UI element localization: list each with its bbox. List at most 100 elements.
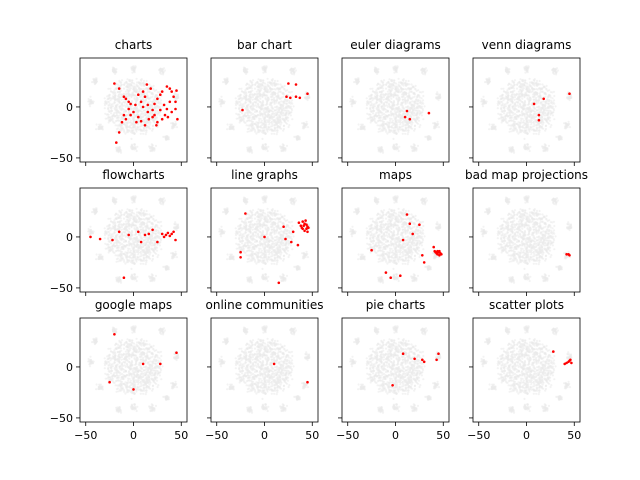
background-point	[270, 95, 273, 98]
background-point	[372, 110, 375, 113]
background-point	[376, 94, 379, 97]
background-point	[248, 100, 252, 103]
background-point	[282, 124, 286, 127]
background-point	[160, 224, 163, 228]
background-point	[261, 81, 264, 84]
background-point	[92, 100, 95, 103]
background-point	[285, 111, 288, 114]
background-point	[386, 93, 389, 96]
background-point	[548, 119, 552, 122]
background-point	[154, 99, 157, 102]
background-point	[402, 84, 405, 87]
highlight-point	[306, 92, 309, 95]
background-point	[437, 126, 441, 129]
background-point	[111, 117, 114, 121]
background-point	[410, 111, 413, 114]
background-point	[238, 100, 241, 103]
background-point	[395, 82, 398, 85]
background-point	[413, 114, 416, 117]
background-point	[525, 125, 528, 128]
background-point	[541, 107, 544, 110]
background-point	[144, 133, 147, 136]
background-point	[240, 99, 243, 102]
background-point	[121, 117, 125, 120]
background-point	[142, 109, 146, 112]
background-point	[261, 137, 264, 140]
background-point	[540, 97, 543, 100]
background-point	[292, 105, 295, 108]
background-point	[267, 125, 270, 128]
background-point	[525, 108, 529, 111]
background-point	[157, 111, 160, 114]
background-point	[529, 113, 533, 117]
background-point	[558, 138, 561, 142]
background-point	[134, 67, 137, 70]
background-point	[275, 133, 278, 136]
background-point	[508, 130, 511, 133]
background-point	[388, 129, 391, 132]
background-point	[402, 78, 405, 81]
background-point	[146, 125, 149, 128]
background-point	[436, 91, 439, 94]
background-point	[519, 103, 522, 106]
background-point	[273, 109, 277, 112]
background-point	[416, 111, 419, 114]
background-point	[407, 107, 410, 111]
background-point	[238, 87, 241, 90]
background-point	[412, 105, 416, 108]
background-point	[529, 98, 532, 101]
background-point	[361, 123, 364, 126]
highlight-point	[127, 100, 130, 104]
background-point	[543, 117, 546, 120]
background-point	[540, 122, 543, 125]
background-point	[110, 104, 113, 107]
highlight-point	[162, 103, 166, 107]
background-point	[293, 135, 296, 138]
panel-flowcharts: flowcharts−500	[50, 168, 188, 296]
background-point	[245, 87, 248, 90]
background-point	[242, 117, 245, 121]
background-point	[247, 116, 250, 119]
background-point	[532, 95, 535, 98]
background-point	[267, 98, 270, 101]
background-point	[531, 125, 535, 128]
background-point	[284, 120, 287, 123]
highlight-point	[117, 131, 121, 134]
background-point	[513, 94, 516, 97]
background-point	[254, 114, 257, 118]
background-point	[128, 78, 131, 81]
background-point	[401, 132, 404, 135]
background-point	[404, 79, 408, 82]
background-point	[116, 146, 119, 149]
background-point	[139, 128, 142, 131]
background-point	[511, 79, 514, 82]
background-point	[238, 113, 241, 116]
background-point	[513, 103, 517, 106]
background-point	[392, 99, 395, 103]
background-point	[568, 126, 572, 129]
background-point	[508, 104, 511, 107]
background-point	[542, 149, 545, 152]
background-point	[273, 83, 276, 86]
background-point	[246, 111, 249, 114]
background-point	[266, 130, 269, 133]
background-point	[519, 129, 522, 132]
background-point	[243, 113, 246, 116]
background-point	[547, 144, 551, 147]
background-point	[535, 88, 538, 91]
background-point	[245, 83, 248, 87]
background-point	[231, 125, 234, 128]
background-point	[496, 107, 499, 110]
background-point	[270, 98, 273, 101]
background-point	[516, 130, 519, 133]
background-point	[147, 122, 150, 125]
background-point	[416, 144, 420, 147]
background-point	[524, 103, 527, 106]
background-point	[382, 94, 385, 97]
highlight-point	[174, 100, 177, 104]
background-point	[127, 111, 130, 114]
background-point	[220, 95, 223, 98]
highlight-point	[174, 107, 177, 111]
background-point	[120, 124, 123, 127]
background-point	[538, 79, 541, 83]
